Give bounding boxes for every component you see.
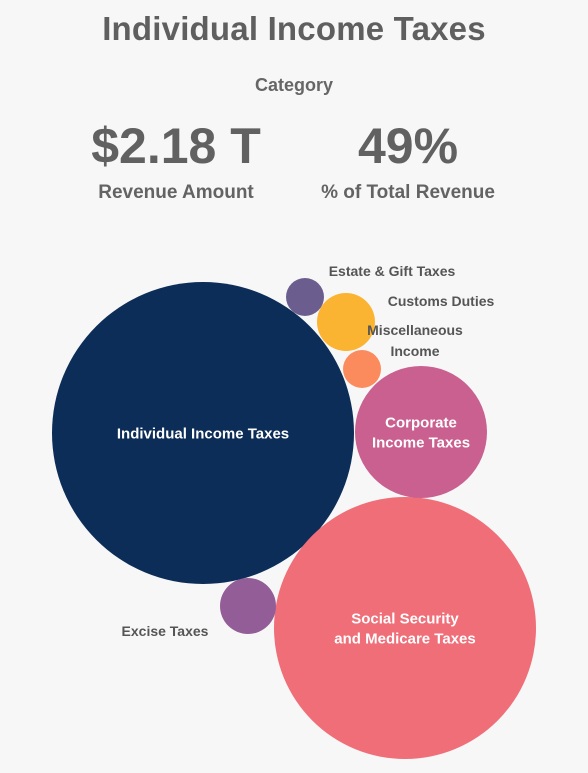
- share-value: 49%: [357, 118, 459, 174]
- bubble-corporate[interactable]: [355, 366, 487, 498]
- bubble-social[interactable]: [274, 497, 536, 759]
- bubble-customs[interactable]: [317, 293, 375, 351]
- bubble-label-individual: Individual Income Taxes: [117, 425, 289, 442]
- bubble-misc[interactable]: [343, 350, 381, 388]
- bubble-label-misc: Income: [390, 343, 439, 359]
- bubble-label-social: and Medicare Taxes: [334, 630, 475, 647]
- revenue-amount-value: $2.18 T: [91, 118, 261, 174]
- bubble-label-corporate: Corporate: [385, 414, 457, 431]
- bubble-label-excise: Excise Taxes: [122, 623, 209, 639]
- bubble-label-estate: Estate & Gift Taxes: [329, 263, 456, 279]
- page-title: Individual Income Taxes: [102, 10, 486, 47]
- share-stat: 49% % of Total Revenue: [278, 118, 538, 204]
- bubble-individual[interactable]: [52, 282, 354, 584]
- bubble-estate[interactable]: [286, 278, 324, 316]
- share-label: % of Total Revenue: [321, 181, 495, 203]
- revenue-stat: $2.18 T Revenue Amount: [46, 118, 306, 204]
- bubble-excise[interactable]: [220, 578, 276, 634]
- category-label: Category: [254, 75, 334, 95]
- bubble-label-corporate: Income Taxes: [372, 434, 470, 451]
- bubble-label-misc: Miscellaneous: [367, 322, 463, 338]
- bubble-label-customs: Customs Duties: [388, 293, 495, 309]
- revenue-amount-label: Revenue Amount: [98, 181, 254, 203]
- bubble-label-social: Social Security: [351, 610, 459, 627]
